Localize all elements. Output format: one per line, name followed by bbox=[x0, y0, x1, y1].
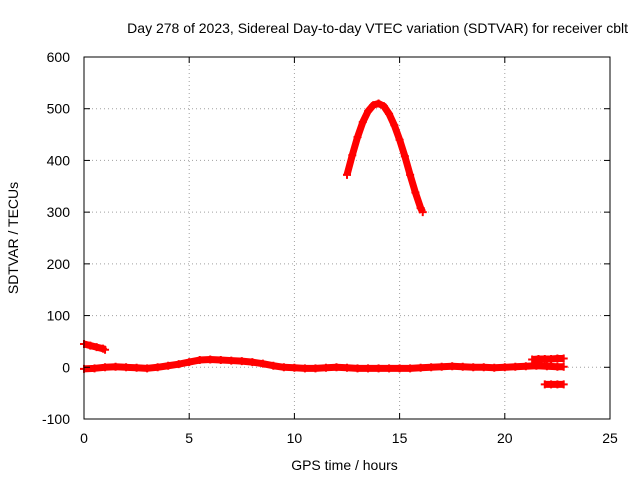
data-point bbox=[416, 363, 425, 372]
data-point bbox=[416, 204, 425, 213]
x-tick-label: 10 bbox=[287, 430, 303, 446]
data-point bbox=[379, 102, 388, 111]
data-point bbox=[479, 363, 488, 372]
data-point bbox=[164, 361, 173, 370]
x-axis-label: GPS time / hours bbox=[291, 457, 398, 473]
series-1 bbox=[80, 355, 568, 373]
data-point bbox=[143, 364, 152, 373]
data-point bbox=[374, 99, 383, 108]
data-point bbox=[353, 364, 362, 373]
data-point bbox=[406, 364, 415, 373]
data-point bbox=[258, 359, 267, 368]
data-point bbox=[92, 343, 101, 352]
data-point bbox=[101, 345, 110, 354]
data-point bbox=[174, 360, 183, 369]
plot-frame bbox=[83, 56, 611, 420]
data-point bbox=[559, 380, 568, 389]
data-point bbox=[332, 363, 341, 372]
data-point bbox=[448, 362, 457, 371]
data-point bbox=[206, 355, 215, 364]
data-point bbox=[353, 133, 362, 142]
series-2 bbox=[343, 99, 427, 217]
data-point bbox=[469, 363, 478, 372]
x-tick-label: 5 bbox=[185, 430, 193, 446]
data-point bbox=[511, 362, 520, 371]
data-series bbox=[80, 99, 568, 389]
data-point bbox=[185, 358, 194, 367]
y-tick-label: 0 bbox=[62, 359, 70, 375]
y-tick-label: 300 bbox=[47, 204, 71, 220]
x-tick-label: 15 bbox=[392, 430, 408, 446]
data-point bbox=[395, 135, 404, 144]
series-4 bbox=[540, 380, 568, 389]
data-point bbox=[521, 362, 530, 371]
axis-ticks: 0 5 10 15 20 25 -100 0 100 200 300 400 500 600 bbox=[42, 49, 618, 446]
data-point bbox=[437, 362, 446, 371]
data-point bbox=[153, 363, 162, 372]
y-tick-label: 100 bbox=[47, 308, 71, 324]
data-point bbox=[343, 170, 351, 179]
data-point bbox=[369, 101, 378, 110]
data-point bbox=[311, 364, 320, 373]
y-axis-label: SDTVAR / TECUs bbox=[5, 182, 21, 294]
data-point bbox=[411, 188, 420, 197]
data-point bbox=[490, 363, 499, 372]
data-point bbox=[122, 363, 131, 372]
data-point bbox=[374, 364, 383, 373]
data-point bbox=[542, 362, 551, 371]
data-point bbox=[500, 363, 509, 372]
x-tick-label: 0 bbox=[80, 430, 88, 446]
data-point bbox=[195, 356, 204, 365]
data-point bbox=[132, 363, 141, 372]
y-tick-label: 200 bbox=[47, 256, 71, 272]
data-point bbox=[216, 356, 225, 365]
data-point bbox=[358, 118, 367, 127]
data-point bbox=[248, 358, 257, 367]
data-point bbox=[400, 152, 409, 161]
data-point bbox=[385, 109, 394, 118]
data-point bbox=[406, 170, 415, 179]
x-tick-label: 20 bbox=[497, 430, 513, 446]
series-line bbox=[343, 100, 426, 214]
data-point bbox=[300, 364, 309, 373]
data-point bbox=[395, 364, 404, 373]
data-point bbox=[101, 363, 110, 372]
data-point bbox=[385, 364, 394, 373]
y-tick-label: -100 bbox=[42, 411, 70, 427]
data-point bbox=[269, 361, 278, 370]
x-tick-label: 25 bbox=[602, 430, 618, 446]
data-point bbox=[364, 107, 373, 116]
data-point bbox=[348, 151, 357, 160]
data-point bbox=[390, 121, 399, 130]
data-point bbox=[290, 363, 299, 372]
data-point bbox=[559, 354, 568, 363]
chart-title: Day 278 of 2023, Sidereal Day-to-day VTE… bbox=[127, 20, 628, 36]
data-point bbox=[321, 363, 330, 372]
data-point bbox=[86, 341, 95, 350]
data-point bbox=[227, 356, 236, 365]
data-point bbox=[111, 362, 120, 371]
data-point bbox=[559, 362, 568, 371]
data-point bbox=[532, 361, 541, 370]
y-tick-label: 500 bbox=[47, 101, 71, 117]
y-tick-label: 400 bbox=[47, 152, 71, 168]
data-point bbox=[279, 363, 288, 372]
y-tick-label: 600 bbox=[47, 49, 71, 65]
data-point bbox=[90, 364, 99, 373]
data-point bbox=[237, 357, 246, 366]
data-point bbox=[343, 363, 351, 372]
data-point bbox=[364, 364, 373, 373]
data-point bbox=[458, 362, 467, 371]
data-point bbox=[427, 363, 436, 372]
grid-lines bbox=[84, 57, 610, 419]
series-3 bbox=[528, 354, 568, 364]
data-point bbox=[418, 208, 427, 217]
